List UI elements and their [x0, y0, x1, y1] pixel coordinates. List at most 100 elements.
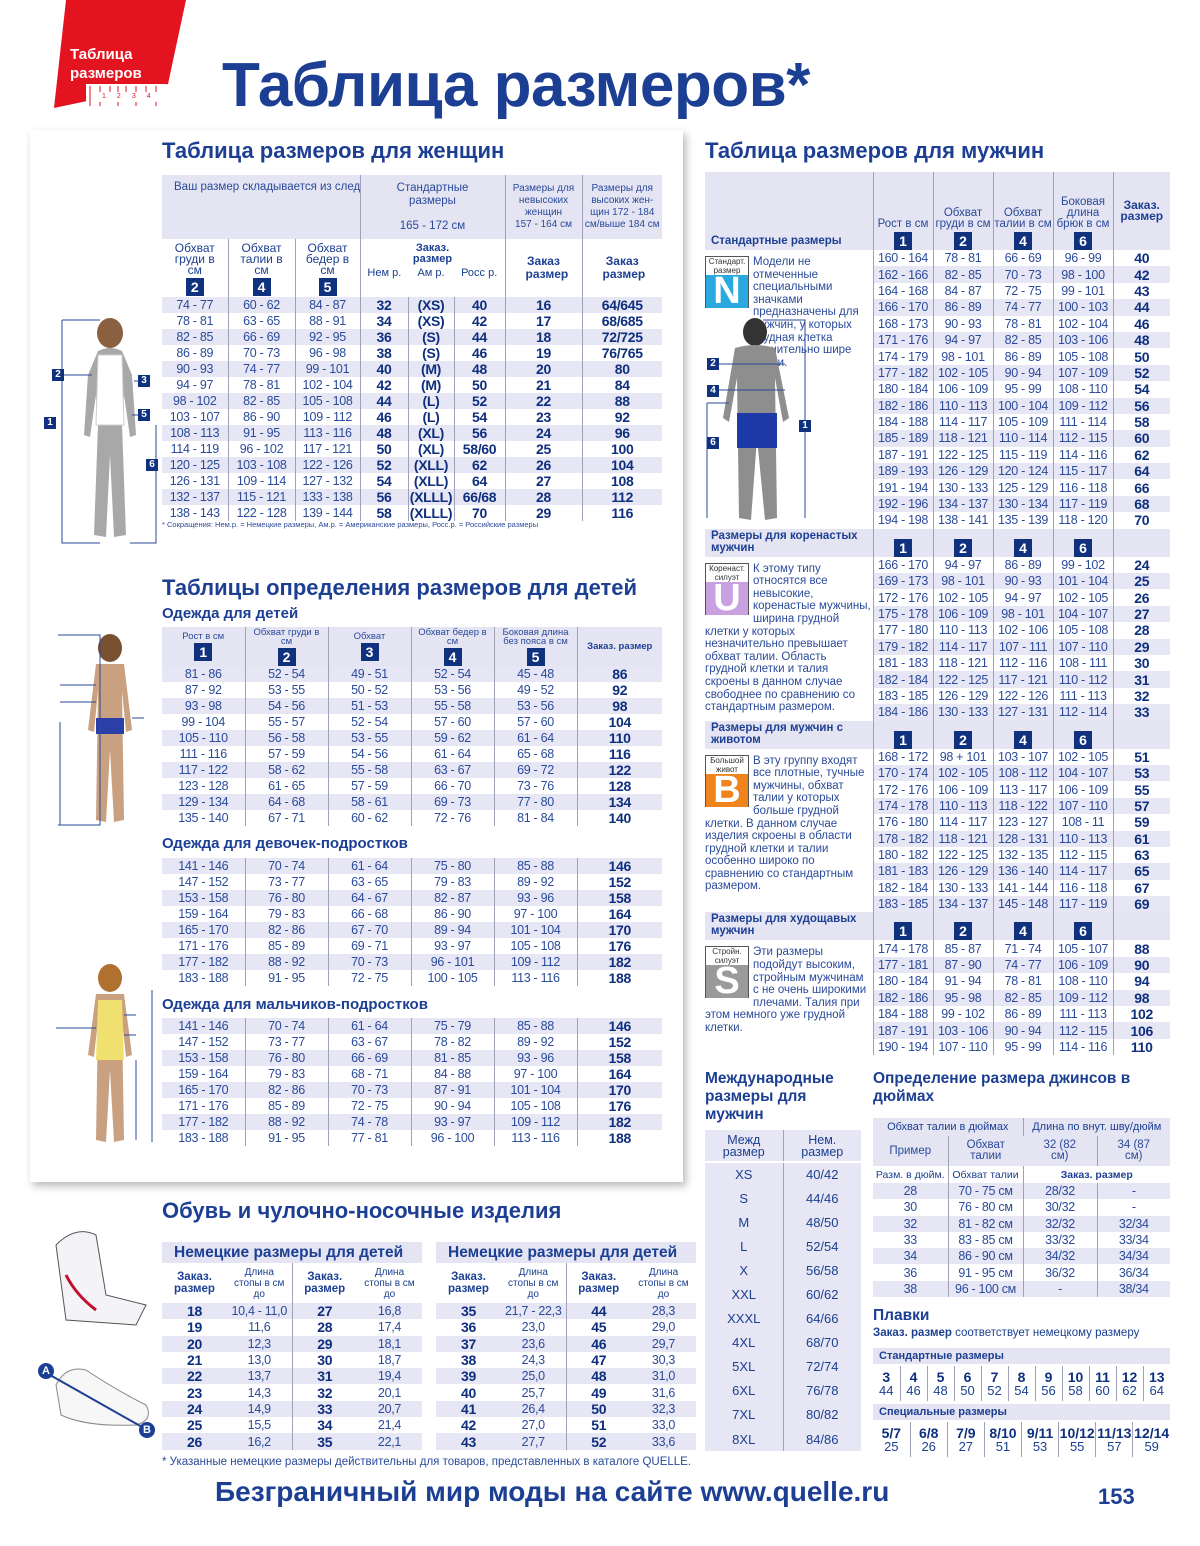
table-cell: 69 - 73 — [410, 794, 494, 810]
tab-label: Таблица размеров — [70, 46, 142, 82]
table-cell: 109 - 114 — [227, 473, 295, 489]
table-cell: 112 - 115 — [1052, 846, 1113, 864]
table-cell: 66 - 68 — [327, 906, 411, 922]
table-cell: 184 - 188 — [872, 413, 933, 431]
table-cell: 132 - 135 — [992, 846, 1053, 864]
table-cell: X — [739, 1262, 749, 1278]
table-cell: 29 — [1112, 638, 1170, 655]
table-cell: 110 - 113 — [932, 797, 993, 815]
table-cell: 107 - 111 — [992, 638, 1053, 655]
table-row: 20 12,3 29 18,1 — [162, 1335, 422, 1352]
table-cell: 63 - 65 — [327, 874, 411, 890]
table-row: 25 15,5 34 21,4 — [162, 1417, 422, 1434]
table-cell: 105 - 110 — [162, 730, 245, 746]
table-cell: 90 - 94 — [410, 1098, 494, 1114]
table-row: 183 - 185 126 - 129 122 - 126 111 - 113 32 — [705, 687, 1170, 705]
short-range: 157 - 164 см — [515, 219, 572, 230]
table-cell: L — [740, 1238, 748, 1254]
swim-order-size: 13 — [1148, 1368, 1165, 1385]
table-cell: 25 — [504, 441, 582, 457]
table-cell: 60 — [1112, 430, 1170, 447]
desc-cell — [705, 1038, 873, 1056]
table-row: 180 - 184 91 - 94 78 - 81 108 - 110 94 — [705, 973, 1170, 990]
table-cell: 112 - 115 — [1052, 1022, 1113, 1039]
table-cell: 98 — [576, 698, 662, 714]
table-row: 4XL 68/70 — [705, 1330, 861, 1355]
table-cell: 30 — [291, 1351, 357, 1369]
table-cell: 152 — [576, 874, 662, 890]
table-row: 111 - 116 57 - 59 54 - 56 61 - 64 65 - 68 116 — [162, 746, 662, 762]
swim-de-size: 51 — [995, 1438, 1011, 1454]
table-row: 129 - 134 64 - 68 58 - 61 69 - 73 77 - 80 134 — [162, 794, 662, 810]
table-cell: 85 - 89 — [244, 938, 328, 954]
table-cell: 21,7 - 22,3 — [501, 1303, 566, 1320]
table-cell: 112 - 114 — [1052, 704, 1113, 721]
table-cell: 28/32 — [1022, 1183, 1097, 1200]
table-cell: 109 - 112 — [1052, 397, 1113, 414]
child-figure — [58, 634, 144, 826]
table-row: 185 - 189 118 - 121 110 - 114 112 - 115 60 — [705, 430, 1170, 447]
women-intro: Ваш размер складывается из следующих мер… — [174, 181, 360, 193]
table-row: 23 14,3 32 20,1 — [162, 1384, 422, 1401]
table-cell: 44 — [1112, 299, 1170, 316]
table-cell: 110 — [576, 730, 662, 746]
group-description: Коренаст. силуэт U К этому типу относятся … — [705, 562, 871, 714]
table-cell: 76 - 80 — [244, 1050, 328, 1066]
shoes-title: Обувь и чулочно-носочные изделия — [162, 1198, 562, 1223]
men-col-header — [1112, 720, 1170, 749]
table-cell: 86 - 89 — [932, 299, 993, 316]
men-col-header: Обхват груди в см 2 — [932, 172, 993, 250]
table-cell: 109 - 112 — [493, 954, 577, 970]
table-cell: 78 - 81 — [932, 250, 993, 267]
group-title: Размеры для худощавых мужчин — [711, 913, 857, 938]
table-cell: 102 - 104 — [1052, 315, 1113, 332]
table-cell: 106 - 109 — [1052, 781, 1113, 798]
table-row: 192 - 196 134 - 137 130 - 134 117 - 119 68 — [705, 495, 1170, 513]
table-cell: 54 - 56 — [327, 746, 411, 762]
table-cell: 122 - 125 — [932, 846, 993, 864]
measure-mark: 2 — [52, 369, 64, 381]
table-cell: 6XL — [732, 1383, 756, 1399]
table-cell: 104 — [576, 714, 662, 730]
swim-size-cell: 7/9 27 — [946, 1422, 985, 1457]
men-col-header: 4 — [992, 528, 1053, 557]
tall-sizes-label: Размеры для высоких жен-щин 172 - 184 см… — [581, 175, 662, 239]
table-cell: 98 + 101 — [932, 748, 993, 765]
table-row: 99 - 104 55 - 57 52 - 54 57 - 60 57 - 60 104 — [162, 714, 662, 730]
table-cell: 72/725 — [581, 329, 662, 345]
table-cell: 85 - 87 — [932, 940, 993, 957]
table-cell: 78 - 81 — [227, 377, 295, 393]
table-cell: 176 — [576, 1098, 662, 1114]
table-row: XS 40/42 — [705, 1162, 861, 1187]
table-cell: 74 - 77 — [992, 299, 1053, 316]
table-cell: 182 - 186 — [872, 989, 933, 1007]
table-cell: 86 - 90 см — [947, 1248, 1023, 1265]
table-cell: 180 - 182 — [872, 846, 933, 864]
men-col-header — [1112, 912, 1170, 941]
table-cell: 182 — [576, 954, 662, 970]
table-cell: 66 - 69 — [992, 250, 1053, 267]
shoe-table-title: Немецкие размеры для детей — [436, 1242, 696, 1263]
men-col-header: Рост в см 1 — [872, 172, 933, 250]
table-cell: 114 - 119 — [170, 442, 220, 456]
table-cell: XS — [735, 1167, 753, 1183]
table-cell: 109 - 112 — [294, 409, 360, 425]
table-cell: 174 - 179 — [872, 348, 933, 365]
kids-col-header: Обхват бедер в см 4 — [410, 627, 494, 666]
table-cell: 81 - 84 — [493, 810, 577, 826]
table-cell: 125 - 129 — [992, 479, 1053, 496]
table-cell: 36 — [359, 329, 408, 345]
table-cell: 73 - 77 — [244, 874, 328, 890]
table-cell: 69 — [1112, 896, 1170, 913]
kids-col-header: Боковая длина без пояса в см 5 — [493, 627, 577, 666]
table-cell: 134 — [576, 794, 662, 810]
table-cell: 46 — [1112, 315, 1170, 332]
table-cell: 55 - 58 — [410, 698, 494, 714]
table-cell: 70 - 74 — [244, 1018, 328, 1034]
table-cell: 130 - 133 — [932, 704, 993, 721]
swim-de-size: 55 — [1069, 1438, 1085, 1454]
table-cell: 138 - 143 — [169, 506, 220, 520]
swim-sub-rest: соответствует немецкому размеру — [951, 1327, 1140, 1339]
table-cell: 40/42 — [782, 1162, 861, 1187]
table-cell: 70 - 73 — [327, 954, 411, 970]
